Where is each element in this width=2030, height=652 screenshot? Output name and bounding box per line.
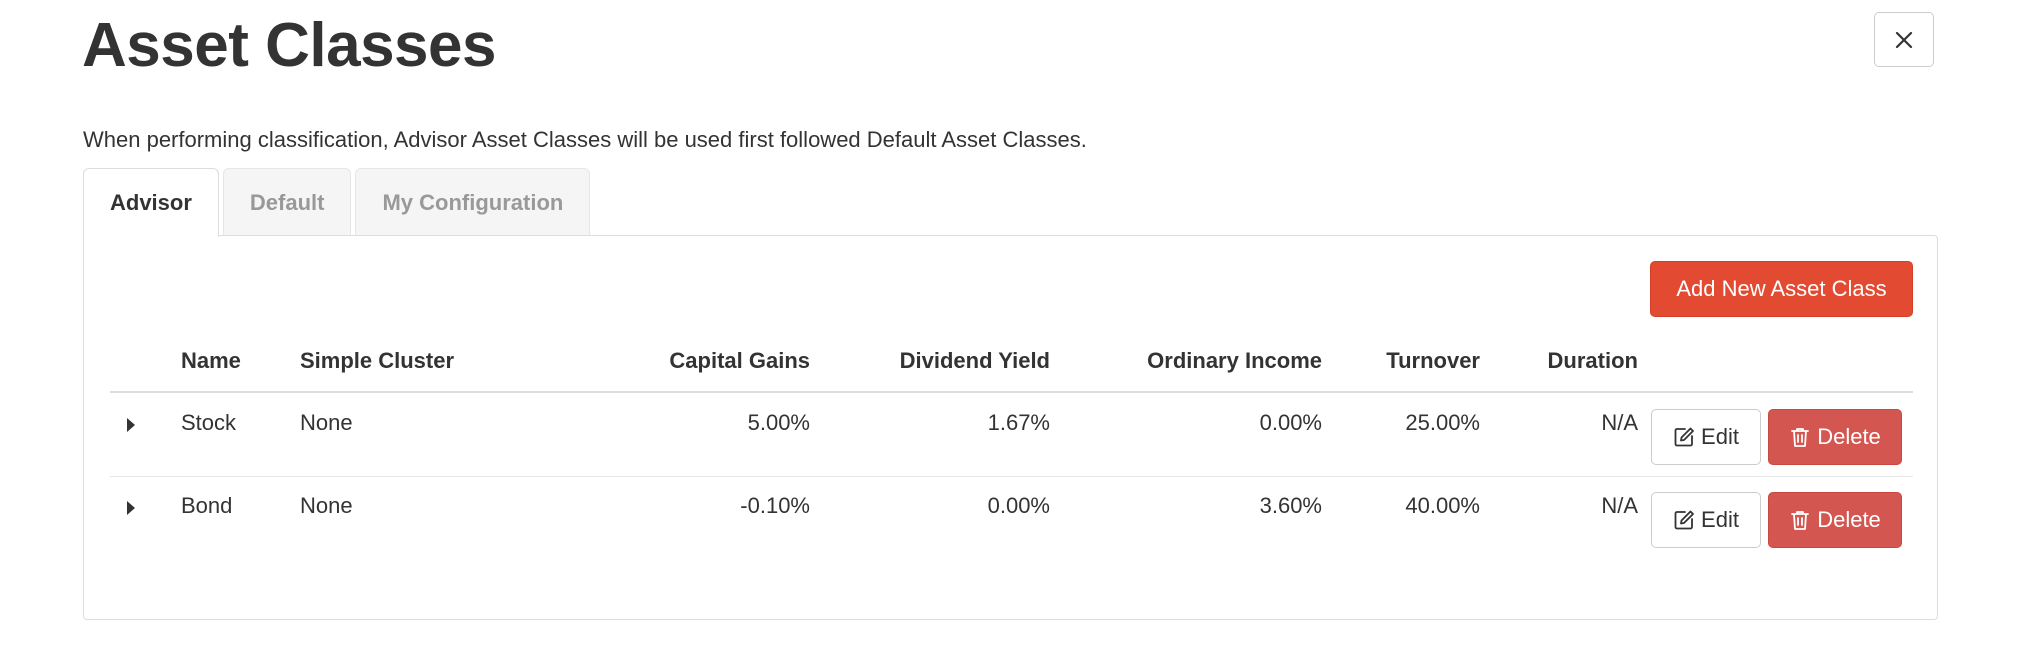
cell-name: Stock	[181, 410, 237, 435]
edit-icon	[1674, 510, 1694, 530]
delete-button[interactable]: Delete	[1768, 409, 1902, 465]
column-header-name: Name	[181, 348, 241, 373]
trash-icon	[1791, 511, 1810, 530]
cell-capital-gains: -0.10%	[740, 493, 810, 518]
cell-dividend-yield: 1.67%	[987, 410, 1050, 435]
tab-bar: Advisor Default My Configuration	[83, 168, 594, 237]
delete-button-label: Delete	[1817, 507, 1881, 532]
trash-icon	[1791, 428, 1810, 447]
column-header-capital-gains: Capital Gains	[669, 348, 810, 373]
page-title: Asset Classes	[82, 11, 497, 80]
tab-my-configuration[interactable]: My Configuration	[355, 168, 591, 236]
cell-turnover: 40.00%	[1405, 493, 1480, 518]
cell-turnover: 25.00%	[1405, 410, 1480, 435]
delete-button[interactable]: Delete	[1768, 492, 1902, 548]
cell-capital-gains: 5.00%	[747, 410, 810, 435]
cell-duration: N/A	[1601, 410, 1638, 435]
cell-ordinary-income: 0.00%	[1259, 410, 1322, 435]
close-button[interactable]	[1874, 12, 1934, 67]
description-text: When performing classification, Advisor …	[83, 127, 1087, 152]
column-header-dividend-yield: Dividend Yield	[899, 348, 1050, 373]
cell-duration: N/A	[1601, 493, 1638, 518]
cell-simple-cluster: None	[300, 410, 353, 435]
edit-button-label: Edit	[1701, 507, 1739, 532]
edit-button[interactable]: Edit	[1651, 492, 1761, 548]
add-new-asset-class-button[interactable]: Add New Asset Class	[1650, 261, 1913, 317]
table-header: Name Simple Cluster Capital Gains Divide…	[110, 331, 1913, 393]
edit-icon	[1674, 427, 1694, 447]
edit-button-label: Edit	[1701, 424, 1739, 449]
cell-dividend-yield: 0.00%	[987, 493, 1050, 518]
column-header-ordinary-income: Ordinary Income	[1147, 348, 1322, 373]
caret-right-icon[interactable]	[127, 501, 135, 515]
cell-name: Bond	[181, 493, 233, 518]
close-icon	[1895, 31, 1913, 48]
column-header-simple-cluster: Simple Cluster	[300, 348, 455, 373]
delete-button-label: Delete	[1817, 424, 1881, 449]
tab-default[interactable]: Default	[222, 168, 352, 236]
tab-panel-advisor: Add New Asset Class Name Simple Cluster …	[83, 235, 1938, 620]
tab-advisor[interactable]: Advisor	[83, 168, 219, 237]
cell-simple-cluster: None	[300, 493, 353, 518]
column-header-duration: Duration	[1547, 348, 1638, 373]
column-header-turnover: Turnover	[1386, 348, 1480, 373]
table-row: Stock None 5.00% 1.67% 0.00% 25.00% N/A …	[110, 394, 1913, 477]
edit-button[interactable]: Edit	[1651, 409, 1761, 465]
caret-right-icon[interactable]	[127, 418, 135, 432]
table-row: Bond None -0.10% 0.00% 3.60% 40.00% N/A …	[110, 477, 1913, 560]
cell-ordinary-income: 3.60%	[1259, 493, 1322, 518]
